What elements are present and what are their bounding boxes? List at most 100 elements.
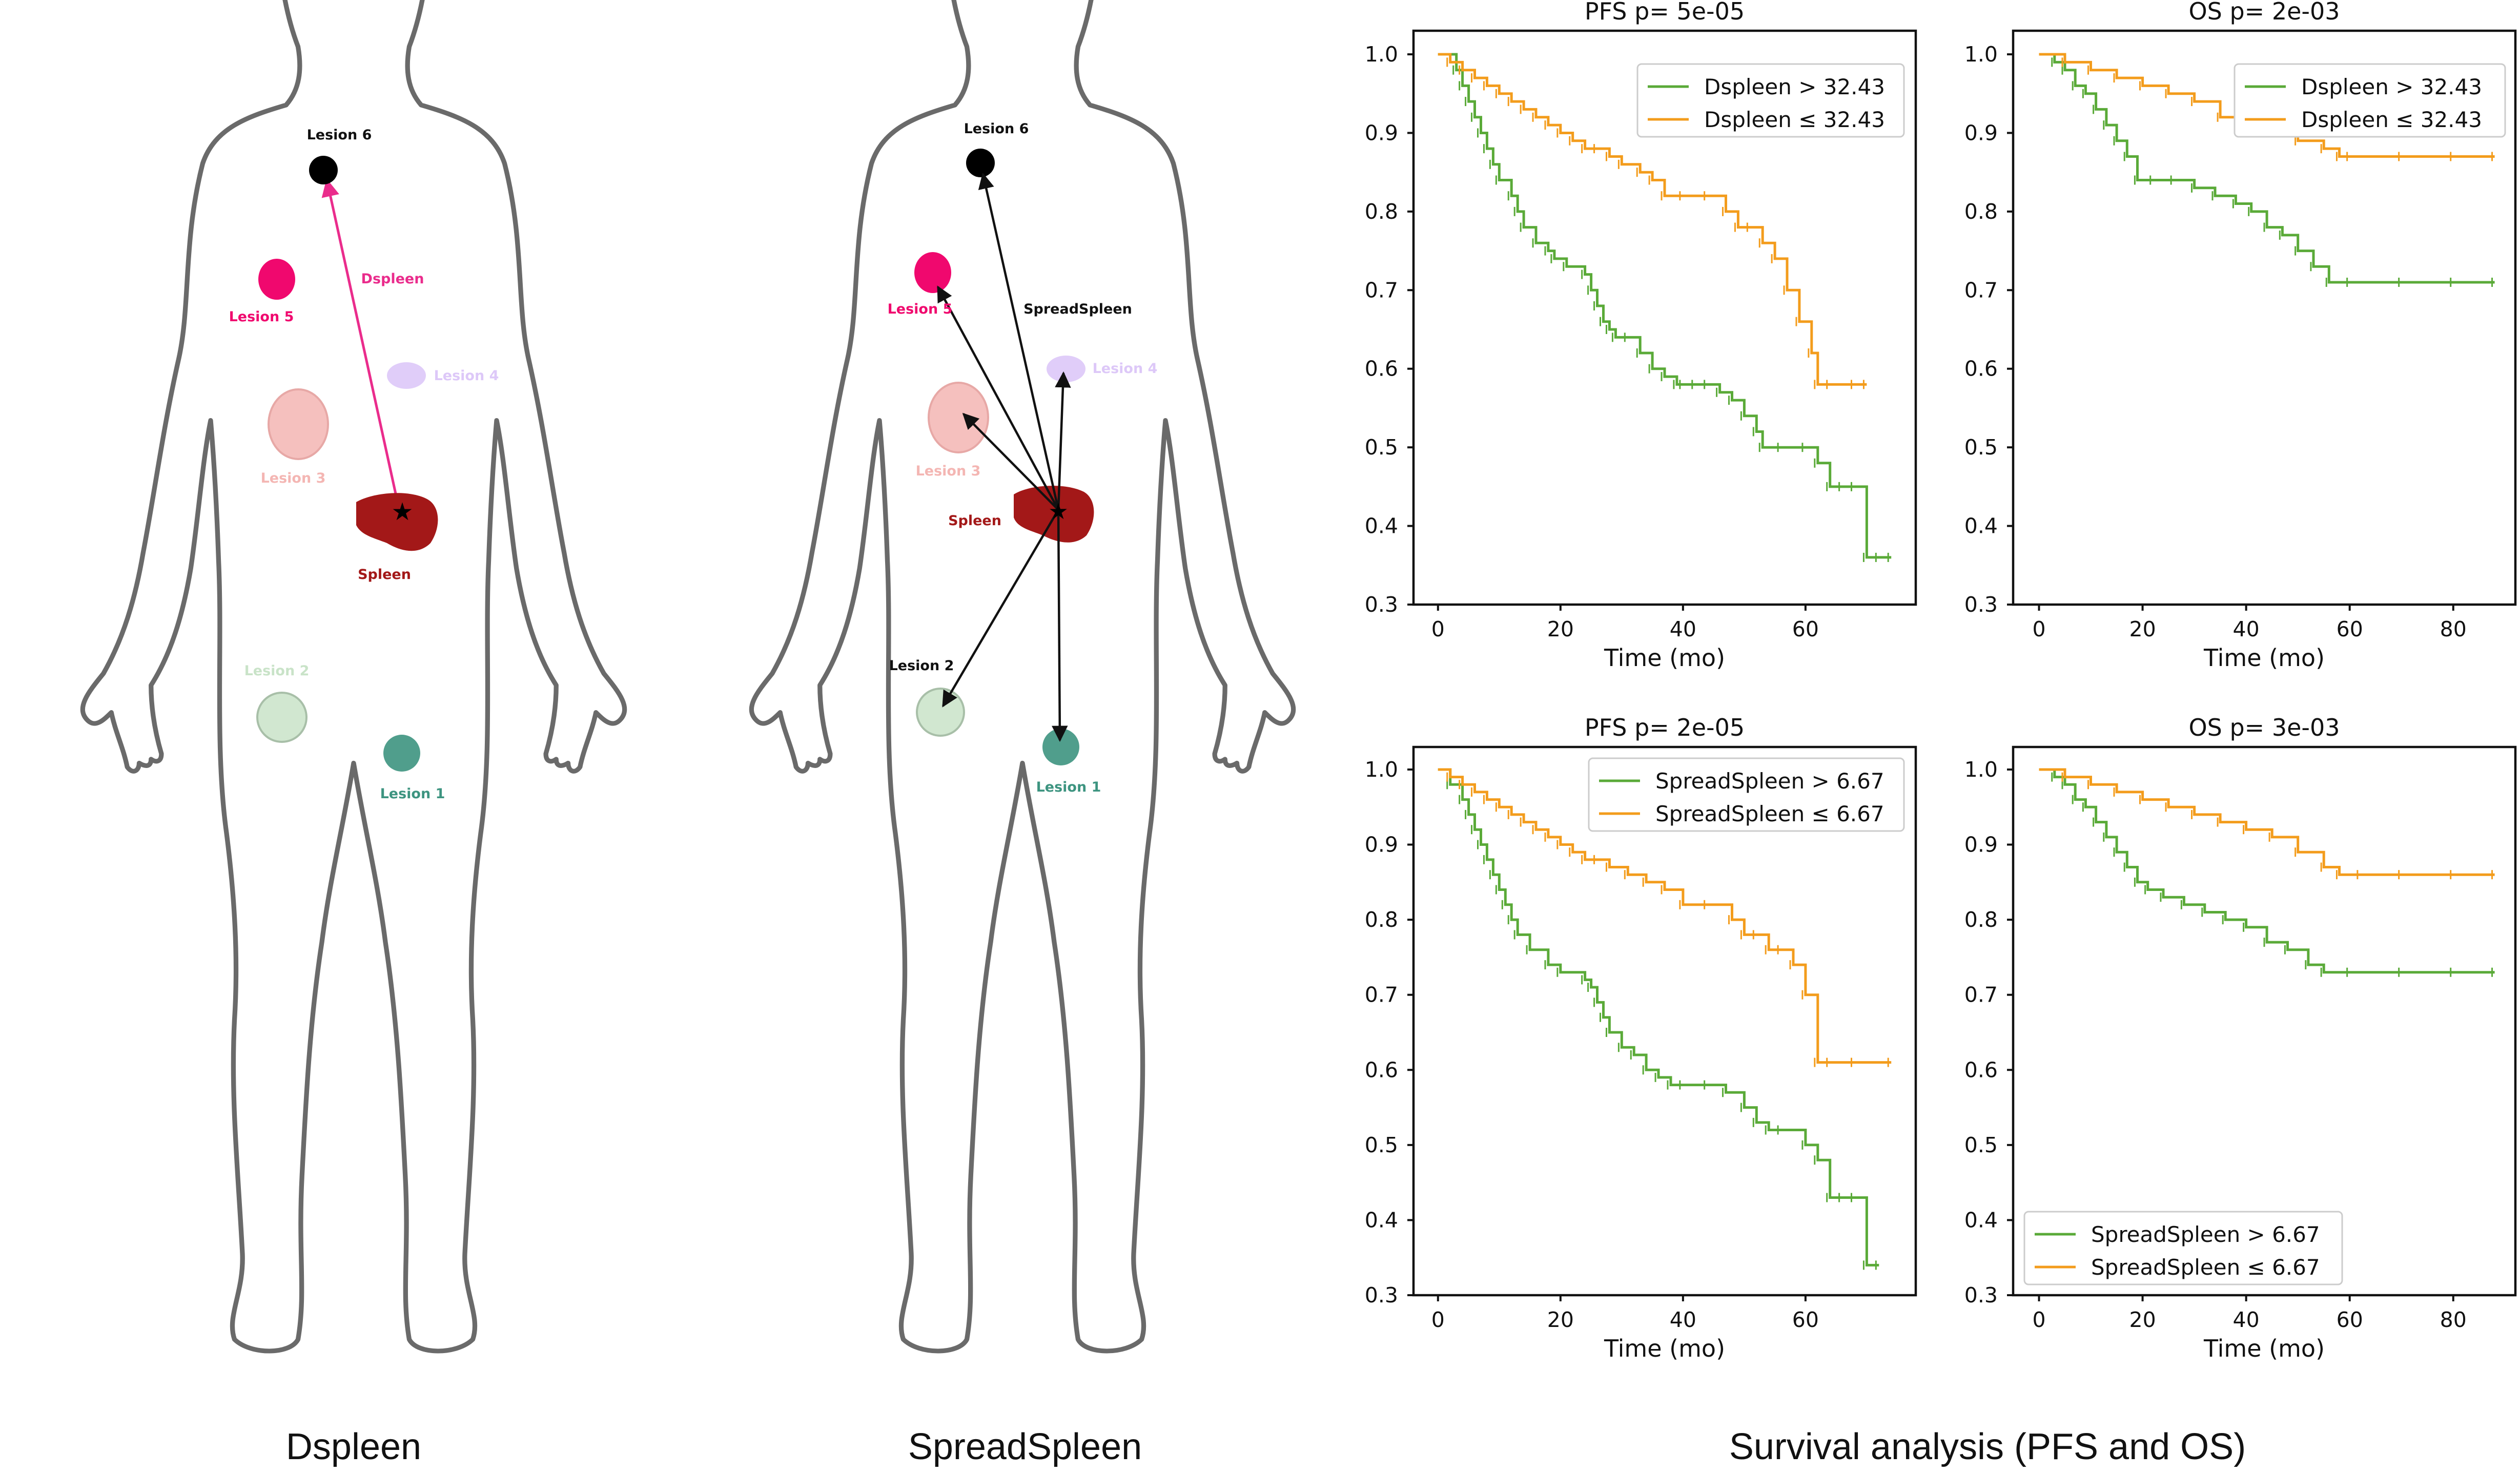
y-tick-label: 0.4 <box>1964 514 1998 538</box>
x-tick-label: 40 <box>2233 617 2260 641</box>
spreadspleen-caption: SpreadSpleen <box>908 1426 1142 1467</box>
legend: Dspleen > 32.43 Dspleen ≤ 32.43 <box>1636 63 1905 138</box>
x-tick-label: 0 <box>1431 617 1445 641</box>
legend-entry: Dspleen ≤ 32.43 <box>2301 107 2482 132</box>
plot-frame <box>2012 29 2517 606</box>
km-chart-4: OS p= 3e-03 0.3 0.4 0.5 0.6 0.7 0.8 0.9 1.0 0 20 40… <box>1964 714 2517 1362</box>
km-chart-3: PFS p= 2e-05 0.3 0.4 0.5 0.6 0.7 0.8 0.9 1.0 0 20 4… <box>1365 714 1917 1362</box>
body-outline <box>83 0 624 1351</box>
chart-title: PFS p= 5e-05 <box>1585 0 1745 25</box>
arrow-to-lesion-6 <box>978 172 1060 510</box>
x-tick-label: 60 <box>1792 1307 1819 1332</box>
lesion-4-marker <box>387 362 426 389</box>
legend-entry: SpreadSpleen ≤ 6.67 <box>1655 801 1884 826</box>
x-tick-label: 80 <box>2440 1307 2467 1332</box>
y-tick-label: 0.4 <box>1964 1208 1998 1232</box>
y-tick-label: 0.9 <box>1365 120 1398 145</box>
lesion-6-marker <box>309 156 338 184</box>
y-tick-label: 0.7 <box>1365 983 1398 1007</box>
legend-box <box>1588 757 1905 832</box>
lesion-2-marker <box>256 692 308 743</box>
legend-entry: SpreadSpleen ≤ 6.67 <box>2091 1255 2320 1280</box>
series-line-low <box>2039 768 2495 876</box>
plot-frame <box>1412 29 1917 606</box>
spleen-shape <box>356 493 438 551</box>
lesion-3-label: Lesion 3 <box>916 463 981 479</box>
series-line-high <box>1438 53 1892 559</box>
arrow-to-lesion-3 <box>962 412 1059 511</box>
y-tick-label: 0.5 <box>1365 435 1398 460</box>
chart-title: OS p= 2e-03 <box>2188 0 2340 25</box>
y-tick-label: 0.4 <box>1365 1208 1398 1232</box>
lesion-1-marker <box>383 735 420 772</box>
y-tick-label: 0.6 <box>1964 357 1998 381</box>
plot-frame <box>1412 745 1917 1297</box>
legend-box <box>2234 63 2506 138</box>
x-tick-label: 0 <box>2032 1307 2045 1332</box>
series-line-low <box>1438 768 1892 1064</box>
lesion-5-label: Lesion 5 <box>229 309 294 325</box>
dspleen-body-panel: ★ Lesion 1 Lesion 2 Lesion 3 Lesion 4 Le… <box>83 0 624 1467</box>
y-tick-label: 1.0 <box>1365 757 1398 782</box>
legend: SpreadSpleen > 6.67 SpreadSpleen ≤ 6.67 <box>2023 1211 2343 1285</box>
legend-box <box>2023 1211 2343 1285</box>
lesion-6-marker <box>966 149 995 177</box>
x-tick-label: 40 <box>1670 1307 1696 1332</box>
km-chart-2: OS p= 2e-03 0.3 0.4 0.5 0.6 0.7 0.8 0.9 1.0 0 20 40… <box>1964 0 2517 672</box>
x-tick-label: 60 <box>2337 617 2363 641</box>
lesion-5-label: Lesion 5 <box>888 301 953 317</box>
km-chart-1: PFS p= 5e-05 0.3 0.4 0.5 0.6 0.7 0.8 0.9 1.0 0 20 4… <box>1365 0 1917 672</box>
series-line-high <box>1438 768 1879 1267</box>
legend-entry: SpreadSpleen > 6.67 <box>2091 1222 2320 1247</box>
spleen-label: Spleen <box>948 513 1001 529</box>
y-tick-label: 0.7 <box>1964 278 1998 302</box>
legend: Dspleen > 32.43 Dspleen ≤ 32.43 <box>2234 63 2506 138</box>
x-axis-label: Time (mo) <box>1604 644 1725 672</box>
x-tick-label: 0 <box>2032 617 2045 641</box>
lesion-1-label: Lesion 1 <box>1036 779 1101 795</box>
arrow-to-lesion-1 <box>1052 509 1068 742</box>
y-tick-label: 0.8 <box>1964 907 1998 932</box>
y-tick-label: 0.4 <box>1365 514 1398 538</box>
y-tick-label: 1.0 <box>1964 42 1998 67</box>
lesion-3-label: Lesion 3 <box>261 470 326 486</box>
y-tick-label: 0.8 <box>1964 199 1998 224</box>
plot-frame <box>2012 745 2517 1297</box>
x-tick-label: 80 <box>2440 617 2467 641</box>
y-tick-label: 0.8 <box>1365 199 1398 224</box>
x-tick-label: 20 <box>1547 617 1574 641</box>
y-tick-label: 0.9 <box>1964 833 1998 857</box>
y-tick-label: 0.6 <box>1365 1057 1398 1082</box>
lesion-2-marker <box>916 688 965 737</box>
lesion-4-marker <box>1047 356 1085 382</box>
spreadspleen-arrows <box>937 172 1071 742</box>
lesion-1-label: Lesion 1 <box>380 786 445 802</box>
legend-box <box>1636 63 1905 138</box>
arrow-to-lesion-5 <box>937 285 1059 511</box>
y-tick-label: 0.5 <box>1964 1133 1998 1157</box>
y-tick-label: 0.6 <box>1964 1057 1998 1082</box>
dspleen-caption: Dspleen <box>286 1426 421 1467</box>
x-tick-label: 20 <box>1547 1307 1574 1332</box>
dspleen-arrow <box>321 178 401 513</box>
lesion-5-marker <box>914 252 951 293</box>
y-tick-label: 0.6 <box>1365 357 1398 381</box>
series-line-low <box>2039 53 2495 158</box>
survival-analysis-panel: PFS p= 5e-05 0.3 0.4 0.5 0.6 0.7 0.8 0.9 1.0 0 20 4… <box>1365 0 2517 1362</box>
arrow-to-lesion-2 <box>942 509 1059 708</box>
y-tick-label: 0.5 <box>1964 435 1998 460</box>
y-tick-label: 0.9 <box>1964 120 1998 145</box>
spleen-label: Spleen <box>358 567 411 583</box>
y-tick-label: 0.5 <box>1365 1133 1398 1157</box>
chart-title: OS p= 3e-03 <box>2188 714 2340 741</box>
body-outline <box>751 0 1293 1351</box>
x-axis-label: Time (mo) <box>2203 1335 2325 1362</box>
x-tick-label: 20 <box>2129 617 2156 641</box>
series-line-high <box>2039 768 2495 974</box>
y-tick-label: 1.0 <box>1964 757 1998 782</box>
lesion-4-label: Lesion 4 <box>1093 361 1158 377</box>
x-axis-label: Time (mo) <box>2203 644 2325 672</box>
lesion-5-marker <box>258 259 295 300</box>
